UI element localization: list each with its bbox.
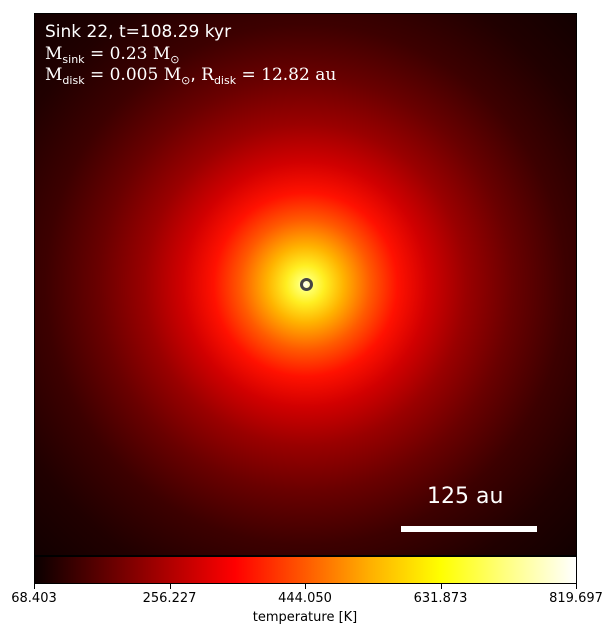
scale-bar-label: 125 au [427, 484, 504, 509]
msink-value: = 0.23 M [89, 44, 171, 64]
rdisk-subscript: disk [213, 74, 237, 87]
msink-symbol: M [45, 44, 63, 64]
colorbar-tick-label: 256.227 [142, 591, 197, 606]
rdisk-symbol: R [201, 65, 214, 85]
colorbar [34, 556, 577, 584]
mdisk-value: = 0.005 M [89, 65, 182, 85]
sink-title: Sink 22, t=108.29 kyr [45, 22, 232, 42]
colorbar-tick-mark [576, 584, 577, 589]
mdisk-solar-symbol: ⊙ [181, 74, 191, 87]
msink-solar-symbol: ⊙ [170, 53, 180, 66]
mdisk-subscript: disk [62, 74, 85, 87]
colorbar-tick-mark [305, 584, 306, 589]
colorbar-tick-mark [169, 584, 171, 589]
sink-mass-label: Msink = 0.23 M⊙ [45, 44, 180, 66]
colorbar-tick-label: 68.403 [11, 591, 57, 606]
colorbar-label: temperature [K] [252, 610, 358, 625]
msink-subscript: sink [62, 53, 85, 66]
sink-marker-icon [300, 278, 313, 291]
colorbar-tick-mark [34, 584, 35, 589]
colorbar-tick-label: 631.873 [413, 591, 468, 606]
rdisk-value: = 12.82 au [241, 65, 337, 85]
colorbar-tick-label: 444.050 [278, 591, 332, 606]
colorbar-tick-mark [440, 584, 442, 589]
mdisk-symbol: M [45, 65, 63, 85]
scale-bar [401, 526, 537, 532]
temperature-map: Sink 22, t=108.29 kyr Msink = 0.23 M⊙ Md… [34, 13, 577, 556]
disk-mass-radius-label: Mdisk = 0.005 M⊙, Rdisk = 12.82 au [45, 65, 336, 87]
rdisk-separator: , [190, 65, 202, 85]
colorbar-tick-label: 819.697 [549, 591, 603, 606]
